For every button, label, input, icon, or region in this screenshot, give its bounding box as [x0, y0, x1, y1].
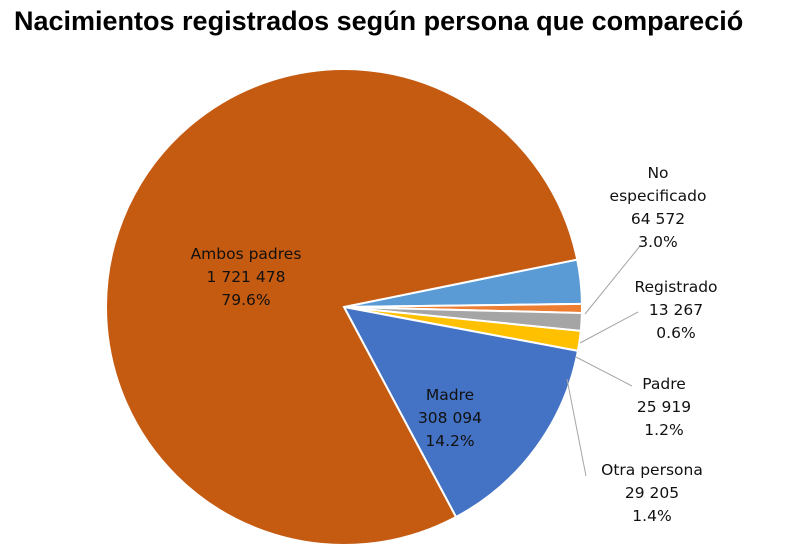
chart-title: Nacimientos registrados según persona qu…	[14, 6, 744, 36]
data-label-madre: Madre 308 094 14.2%	[418, 386, 482, 450]
pie-slice-madre	[342, 305, 580, 519]
data-labels: No especificado 64 572 3.0% Registrado 13 267…	[191, 164, 718, 525]
data-label-no-especificado: No especificado 64 572 3.0%	[610, 164, 707, 251]
data-label-ambos-padres: Ambos padres 1 721 478 79.6%	[191, 245, 302, 309]
data-label-otra-persona: Otra persona 29 205 1.4%	[601, 461, 703, 525]
leader-lines	[566, 245, 641, 477]
leader-line-padre	[575, 356, 633, 387]
leader-line-registrado	[579, 311, 639, 344]
leader-line-no-especificado	[584, 245, 641, 315]
pie-slices	[105, 68, 583, 546]
pie-slice-ambos-padres	[105, 68, 579, 546]
data-label-padre: Padre 25 919 1.2%	[637, 375, 691, 439]
data-label-registrado: Registrado 13 267 0.6%	[634, 278, 717, 342]
leader-line-otra-persona	[566, 378, 587, 477]
